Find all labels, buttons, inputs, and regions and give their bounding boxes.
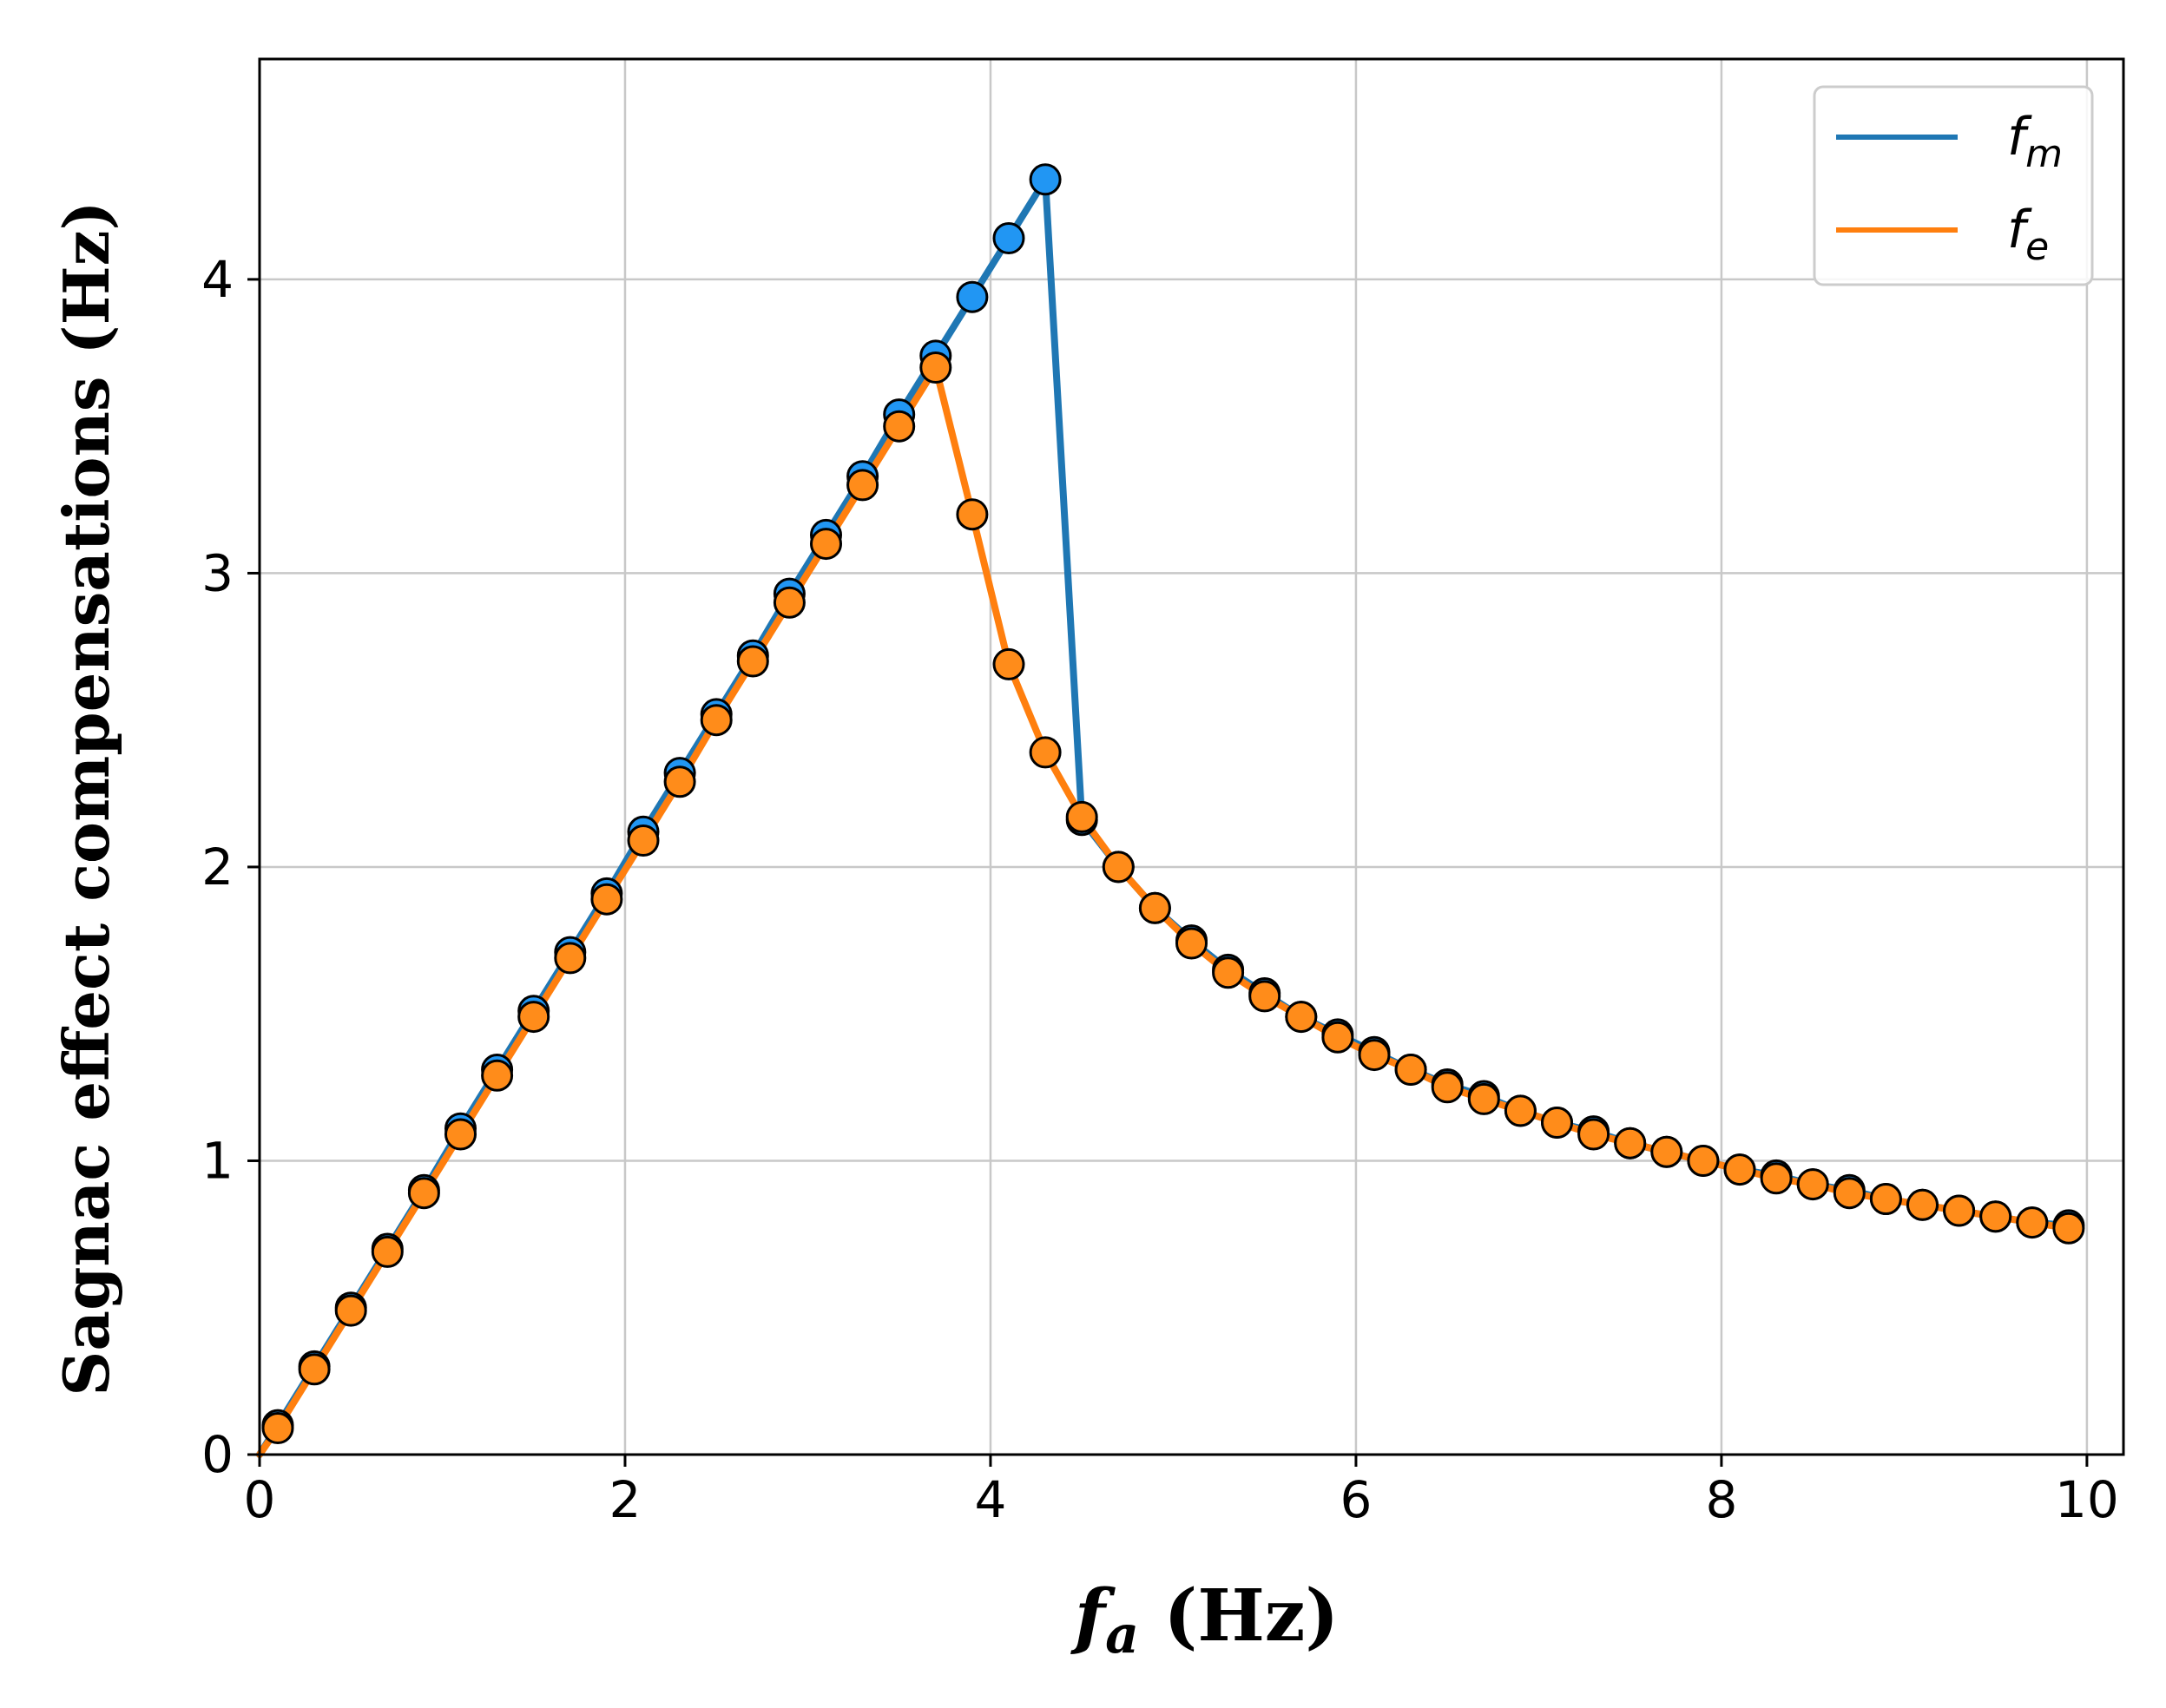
data-point-0 <box>1029 163 1062 196</box>
data-point-1 <box>1869 1183 1902 1215</box>
data-point-1 <box>1833 1177 1866 1210</box>
data-point-1 <box>407 1177 440 1210</box>
axis-ticks: 0 2 4 6 8 10 0 1 2 3 4 <box>201 250 2119 1529</box>
data-point-1 <box>1504 1094 1537 1127</box>
data-point-1 <box>517 1001 550 1034</box>
data-point-1 <box>810 528 842 561</box>
data-point-1 <box>1212 956 1245 989</box>
x-axis-title-unit: (Hz) <box>1139 1574 1339 1658</box>
x-axis-title-sub: a <box>1105 1605 1139 1665</box>
x-tick-label: 4 <box>975 1470 1007 1529</box>
data-point-1 <box>261 1412 294 1444</box>
data-point-1 <box>1614 1127 1647 1159</box>
data-point-1 <box>883 410 916 443</box>
data-point-1 <box>1650 1135 1683 1168</box>
data-point-1 <box>736 645 769 678</box>
data-point-1 <box>992 647 1025 680</box>
y-tick-label: 3 <box>201 543 234 602</box>
x-tick-label: 0 <box>244 1470 276 1529</box>
data-point-1 <box>1175 927 1208 960</box>
data-point-1 <box>1248 980 1281 1013</box>
y-axis-title: Sagnac effect compensations (Hz) <box>49 200 123 1396</box>
legend-label-fm-sub: m <box>2025 132 2063 176</box>
data-point-0 <box>992 222 1025 254</box>
data-point-1 <box>1687 1145 1720 1177</box>
data-point-1 <box>956 498 989 531</box>
x-tick-label: 2 <box>609 1470 642 1529</box>
data-point-1 <box>481 1059 514 1092</box>
data-point-1 <box>1394 1054 1427 1086</box>
data-point-1 <box>1321 1021 1354 1054</box>
data-point-1 <box>663 765 696 798</box>
data-point-1 <box>554 942 587 975</box>
legend-label-fe-sub: e <box>2025 225 2049 269</box>
data-point-1 <box>444 1118 477 1151</box>
data-point-1 <box>1943 1194 1976 1227</box>
data-point-1 <box>1723 1153 1756 1186</box>
data-point-1 <box>1760 1162 1793 1195</box>
y-tick-label: 1 <box>201 1131 234 1190</box>
x-axis-title: fa (Hz) <box>1070 1574 1339 1665</box>
y-tick-label: 4 <box>201 250 234 309</box>
data-point-1 <box>1577 1118 1610 1151</box>
data-point-1 <box>846 469 879 502</box>
grid-lines <box>258 59 2123 1456</box>
data-point-1 <box>700 704 733 737</box>
plot-frame <box>258 57 2125 1456</box>
data-point-0 <box>956 280 989 313</box>
data-point-1 <box>1065 800 1098 833</box>
data-point-1 <box>298 1353 331 1386</box>
x-tick-label: 6 <box>1340 1470 1372 1529</box>
data-point-1 <box>590 883 623 916</box>
data-point-1 <box>1138 891 1171 924</box>
y-tick-label: 0 <box>201 1425 234 1484</box>
data-point-1 <box>1906 1188 1939 1221</box>
plot-background <box>260 59 2123 1455</box>
y-tick-label: 2 <box>201 838 234 897</box>
data-point-1 <box>919 351 952 384</box>
data-point-1 <box>1467 1082 1500 1115</box>
legend: fm fe <box>1813 85 2094 286</box>
data-point-1 <box>371 1235 404 1268</box>
data-point-1 <box>627 824 660 857</box>
data-point-1 <box>1979 1200 2012 1233</box>
data-point-1 <box>1029 736 1062 769</box>
data-point-1 <box>1796 1168 1829 1201</box>
series-markers <box>261 163 2085 1444</box>
data-point-1 <box>1285 1001 1318 1034</box>
x-tick-label: 10 <box>2055 1470 2119 1529</box>
data-point-1 <box>773 586 806 619</box>
data-point-1 <box>1358 1039 1391 1072</box>
x-tick-label: 8 <box>1705 1470 1737 1529</box>
legend-box <box>1813 85 2094 286</box>
data-point-1 <box>334 1294 367 1327</box>
data-point-1 <box>1541 1107 1573 1139</box>
data-point-1 <box>2016 1206 2049 1239</box>
data-point-1 <box>1431 1071 1464 1104</box>
data-point-1 <box>2052 1212 2085 1245</box>
data-point-1 <box>1102 851 1135 884</box>
